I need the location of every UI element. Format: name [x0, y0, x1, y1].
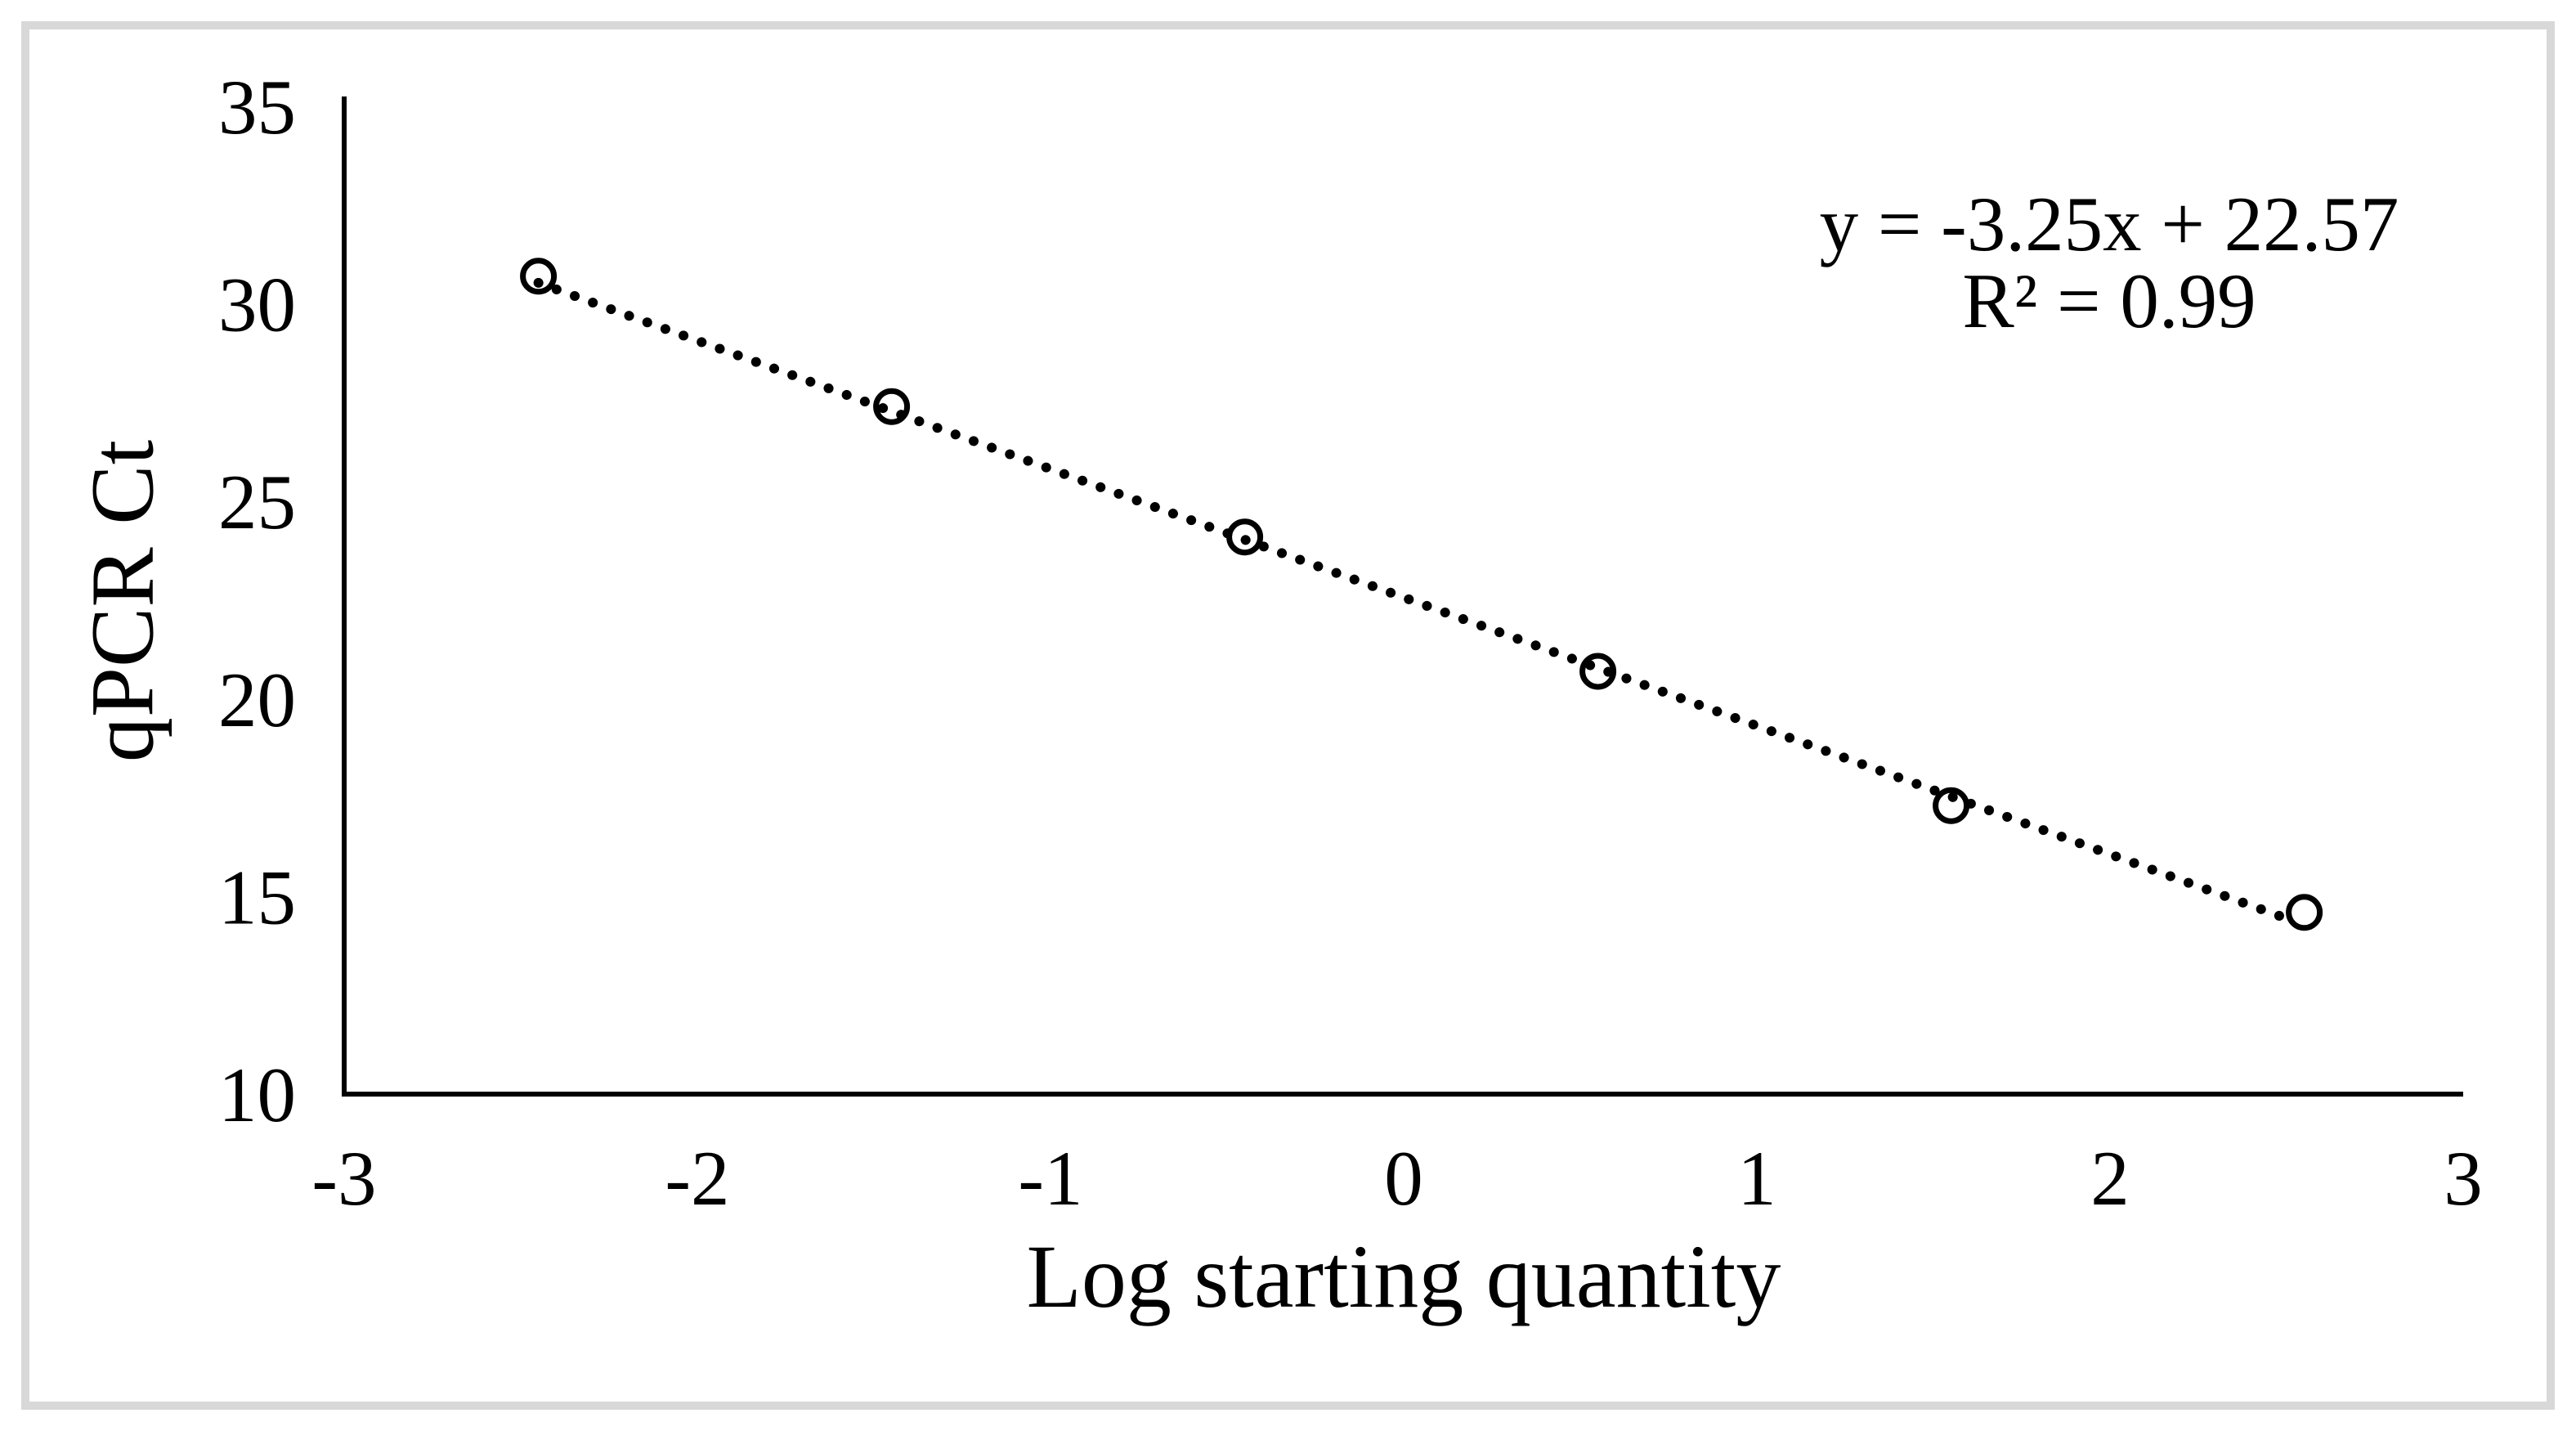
x-axis-title: Log starting quantity	[1026, 1227, 1781, 1326]
trendline-equation: y = -3.25x + 22.57	[1819, 181, 2399, 267]
data-point-marker	[1933, 787, 1970, 824]
x-tick-label: 3	[2444, 1135, 2483, 1222]
y-tick-label: 10	[218, 1052, 296, 1138]
y-axis-title: qPCR Ct	[72, 439, 172, 763]
x-tick-label: 1	[1737, 1135, 1776, 1222]
data-point-marker	[1579, 653, 1617, 690]
y-tick-label: 35	[218, 64, 296, 150]
data-point-marker	[1226, 518, 1264, 556]
x-tick-label: -1	[1018, 1135, 1082, 1222]
figure-border	[21, 21, 2555, 1410]
trendline	[533, 277, 2292, 924]
data-point-marker	[520, 258, 558, 295]
r-squared-value: R² = 0.99	[1962, 258, 2256, 344]
y-tick-label: 25	[218, 459, 296, 545]
y-tick-label: 20	[218, 657, 296, 743]
data-point-marker	[2286, 894, 2323, 931]
data-point-marker	[873, 388, 911, 425]
x-tick-label: -3	[311, 1135, 376, 1222]
trendline-annotation: y = -3.25x + 22.57 R² = 0.99	[1819, 181, 2399, 344]
y-tick-label: 15	[218, 854, 296, 940]
x-tick-label: -2	[665, 1135, 729, 1222]
y-tick-label: 30	[218, 262, 296, 348]
x-tick-label: 0	[1384, 1135, 1423, 1222]
x-tick-label: 2	[2090, 1135, 2130, 1222]
